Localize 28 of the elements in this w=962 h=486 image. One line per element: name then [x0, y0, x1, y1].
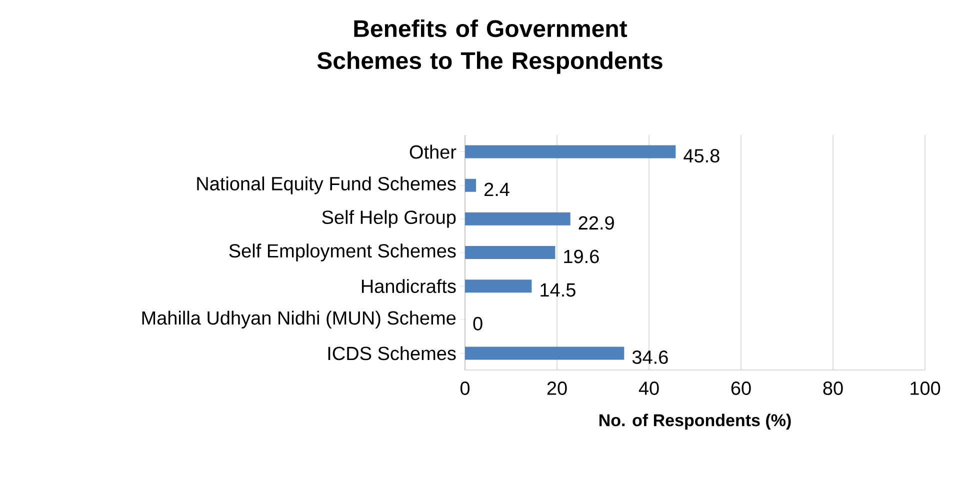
y-tick-label: National Equity Fund Schemes [197, 176, 456, 194]
y-tick-label: Self Help Group [322, 210, 456, 228]
data-label: 19.6 [564, 250, 599, 264]
y-tick-label: Self Employment Schemes [229, 244, 456, 262]
x-tick-label: 80 [823, 382, 843, 395]
x-tick-label: 100 [910, 382, 940, 395]
bar [465, 246, 556, 259]
x-tick-label: 0 [460, 382, 470, 395]
data-label: 45.8 [684, 149, 720, 163]
x-tick-label: 40 [638, 382, 659, 395]
data-label: 14.5 [540, 283, 576, 297]
x-tick-label: 60 [731, 382, 751, 395]
data-label: 34.6 [632, 350, 668, 364]
data-label: 2.4 [484, 182, 510, 196]
bar [465, 145, 676, 158]
chart-title: Benefits of Government Schemes to The Respondents [317, 20, 662, 74]
bar [465, 178, 476, 192]
y-tick-label: Handicrafts [362, 279, 456, 294]
y-tick-label: Mahilla Udhyan Nidhi (MUN) Scheme [142, 310, 456, 328]
data-label: 0 [473, 316, 482, 330]
bar [465, 280, 532, 293]
data-label: 22.9 [578, 216, 614, 230]
bar [465, 346, 624, 360]
bar [465, 212, 570, 226]
x-tick-label: 20 [547, 382, 567, 395]
y-tick-label: Other [410, 144, 456, 159]
x-axis-title: No. of Respondents (%) [600, 414, 791, 430]
y-tick-label: ICDS Schemes [328, 346, 456, 360]
